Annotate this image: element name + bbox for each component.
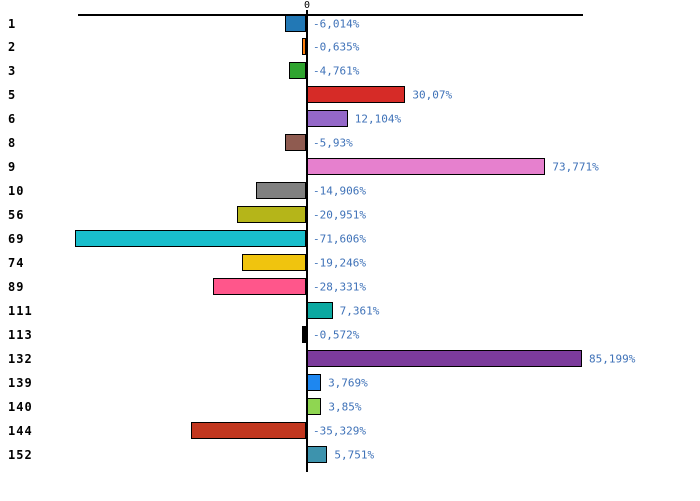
bar: [213, 277, 306, 295]
chart-row: 140 3,85%: [0, 397, 700, 416]
bar: [256, 182, 306, 200]
chart-row: 6 12,104%: [0, 110, 700, 128]
value-label: 5,751%: [334, 448, 375, 462]
value-label: -4,761%: [313, 64, 360, 78]
value-label: -0,635%: [313, 40, 360, 54]
zero-axis-line: [306, 10, 308, 472]
bar: [307, 445, 328, 463]
chart-row: 56 -20,951%: [0, 206, 700, 224]
bar: [285, 134, 306, 152]
chart-row: 10 -14,906%: [0, 182, 700, 200]
category-label: 69: [8, 232, 25, 247]
value-label: -28,331%: [313, 280, 366, 294]
value-label: -20,951%: [313, 208, 366, 222]
chart-row: 74 -19,246%: [0, 253, 700, 272]
chart-row: 2 -0,635%: [0, 38, 700, 56]
chart-row: 111 7,361%: [0, 301, 700, 320]
category-label: 74: [8, 255, 25, 270]
category-label: 56: [8, 208, 25, 223]
category-label: 6: [8, 112, 17, 127]
category-label: 113: [8, 327, 33, 342]
value-label: 7,361%: [339, 304, 380, 318]
chart-row: 69 -71,606%: [0, 230, 700, 248]
bar: [307, 86, 406, 104]
chart-row: 8 -5,93%: [0, 134, 700, 152]
bar: [302, 325, 306, 343]
category-label: 1: [8, 16, 17, 31]
bar: [242, 253, 306, 271]
bar: [307, 349, 582, 367]
category-label: 89: [8, 279, 25, 294]
category-label: 10: [8, 184, 25, 199]
chart-row: 132 85,199%: [0, 349, 700, 368]
category-label: 132: [8, 351, 33, 366]
zero-tick-label: 0: [303, 0, 311, 11]
chart-row: 3 -4,761%: [0, 62, 700, 80]
chart-row: 113 -0,572%: [0, 325, 700, 344]
value-label: -5,93%: [313, 136, 353, 150]
bar: [288, 62, 306, 80]
value-label: 3,769%: [328, 376, 368, 390]
bar: [284, 14, 306, 32]
value-label: 3,85%: [328, 400, 362, 414]
chart-row: 139 3,769%: [0, 373, 700, 392]
chart-row: 5 30,07%: [0, 86, 700, 104]
category-label: 139: [8, 375, 33, 390]
category-label: 2: [8, 40, 17, 55]
category-label: 152: [8, 447, 33, 462]
chart-row: 152 5,751%: [0, 445, 700, 464]
bar: [307, 158, 546, 176]
value-label: 85,199%: [588, 352, 636, 366]
category-label: 8: [8, 136, 17, 151]
bar: [307, 301, 333, 319]
category-label: 9: [8, 160, 17, 175]
category-label: 3: [8, 64, 17, 79]
value-label: -0,572%: [313, 328, 360, 342]
bar: [307, 373, 322, 391]
category-label: 144: [8, 423, 33, 438]
bar: [74, 230, 306, 248]
chart-row: 89 -28,331%: [0, 277, 700, 296]
value-label: -14,906%: [313, 184, 366, 198]
value-label: 30,07%: [412, 88, 453, 102]
category-label: 5: [8, 88, 17, 103]
value-label: -35,329%: [313, 424, 366, 438]
top-axis-line: [78, 14, 583, 16]
bar: [307, 110, 348, 128]
category-label: 111: [8, 303, 33, 318]
bar: [307, 397, 322, 415]
value-label: 73,771%: [552, 160, 599, 174]
bar: [301, 38, 306, 56]
value-label: -6,014%: [313, 17, 360, 30]
bar: [236, 206, 306, 224]
value-label: -19,246%: [313, 256, 366, 270]
chart-row: 144 -35,329%: [0, 421, 700, 440]
value-label: -71,606%: [313, 232, 366, 246]
chart-row: 1 -6,014%: [0, 14, 700, 33]
chart-row: 9 73,771%: [0, 158, 700, 176]
value-label: 12,104%: [354, 112, 402, 126]
category-label: 140: [8, 399, 33, 414]
bar: [190, 421, 306, 439]
